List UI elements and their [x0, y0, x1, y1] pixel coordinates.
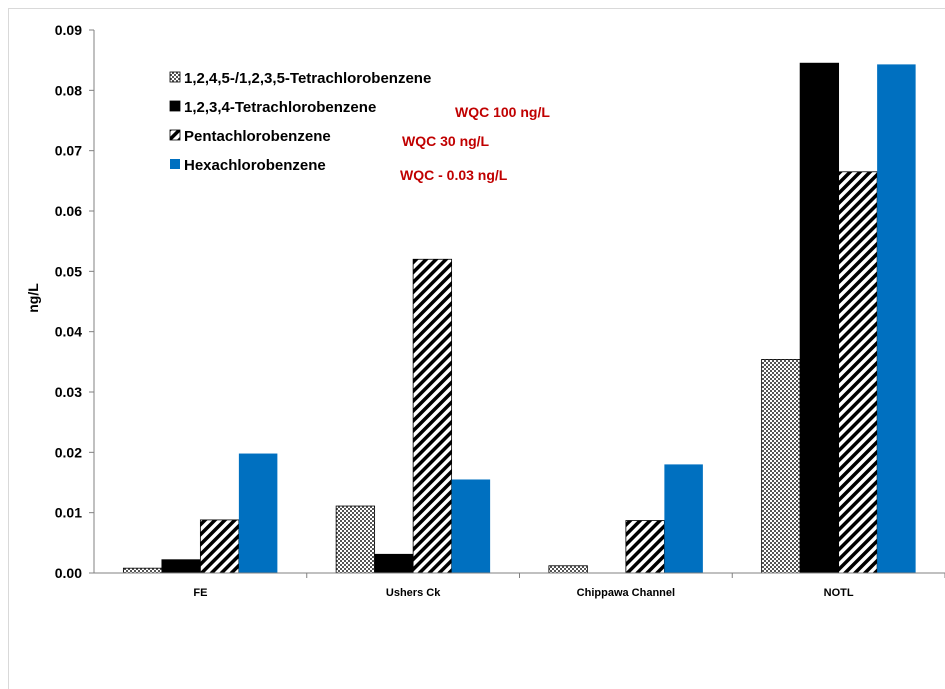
bar — [548, 565, 588, 574]
legend-label: Hexachlorobenzene — [184, 157, 326, 174]
y-tick-label: 0.06 — [55, 203, 82, 219]
wqc-annotation: WQC - 0.03 ng/L — [400, 167, 508, 183]
bar — [761, 359, 801, 574]
x-tick-label: Chippawa Channel — [577, 587, 675, 599]
y-tick-label: 0.01 — [55, 505, 82, 521]
bar — [335, 505, 376, 574]
bar — [238, 453, 278, 573]
wqc-annotation: WQC 30 ng/L — [402, 133, 490, 149]
y-tick-label: 0.03 — [55, 384, 82, 400]
y-axis-label: ng/L — [25, 283, 41, 313]
y-tick-labels: 0.00 0.01 0.02 0.03 0.04 0.05 0.06 0.07 0.08 0.09 — [55, 22, 82, 581]
chart-frame — [8, 8, 945, 689]
legend-label: 1,2,3,4-Tetrachlorobenzene — [184, 99, 376, 116]
legend-label: 1,2,4,5-/1,2,3,5-Tetrachlorobenzene — [184, 70, 431, 87]
bars — [122, 62, 916, 574]
bar — [877, 64, 916, 573]
y-tick-label: 0.07 — [55, 143, 82, 159]
bar — [838, 171, 878, 574]
x-tick-labels: FE Ushers Ck Chippawa Channel NOTL — [193, 587, 854, 599]
axes — [89, 29, 945, 578]
y-tick-label: 0.08 — [55, 82, 82, 98]
bar — [161, 559, 201, 574]
wqc-annotation: WQC 100 ng/L — [455, 104, 550, 120]
bar — [199, 519, 240, 574]
bar — [374, 553, 414, 574]
bar — [625, 520, 665, 574]
legend-label: Pentachlorobenzene — [184, 128, 331, 145]
bar — [799, 62, 840, 574]
y-tick-label: 0.02 — [55, 444, 82, 460]
legend-swatch — [169, 100, 181, 112]
wqc-annotations: WQC 100 ng/L WQC 30 ng/L WQC - 0.03 ng/L — [400, 104, 550, 183]
bar — [412, 258, 453, 574]
x-tick-label: FE — [193, 587, 207, 599]
bar — [451, 479, 491, 573]
legend-swatch — [169, 129, 181, 141]
legend-swatch — [169, 71, 181, 83]
y-tick-label: 0.09 — [55, 22, 82, 38]
y-tick-label: 0.00 — [55, 565, 82, 581]
y-tick-label: 0.05 — [55, 263, 82, 279]
y-tick-label: 0.04 — [55, 324, 82, 340]
legend: 1,2,4,5-/1,2,3,5-Tetrachlorobenzene 1,2,3… — [169, 70, 431, 174]
bar — [664, 464, 703, 573]
x-tick-label: NOTL — [824, 587, 854, 599]
x-tick-label: Ushers Ck — [386, 587, 441, 599]
bar — [122, 567, 163, 574]
legend-swatch — [170, 159, 180, 169]
